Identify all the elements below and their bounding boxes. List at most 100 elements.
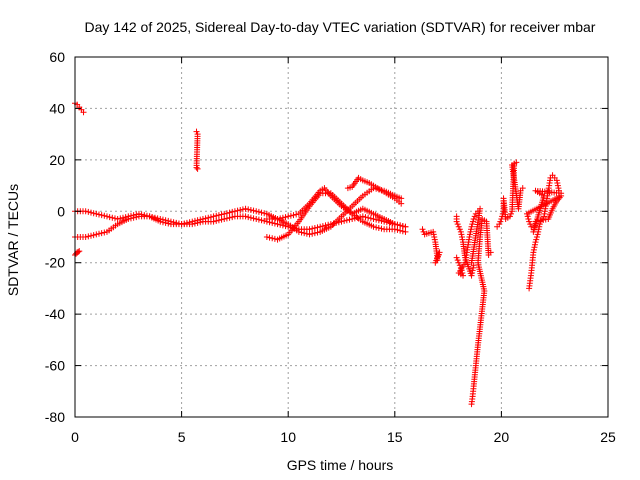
data-point bbox=[311, 230, 318, 237]
data-point bbox=[186, 219, 193, 226]
data-point bbox=[399, 228, 406, 235]
data-point bbox=[507, 210, 514, 217]
x-tick-label: 5 bbox=[178, 429, 186, 445]
data-point bbox=[277, 221, 284, 228]
data-point bbox=[159, 219, 166, 226]
data-point bbox=[497, 218, 504, 225]
data-point bbox=[82, 208, 89, 215]
data-point bbox=[242, 205, 249, 212]
data-point bbox=[367, 215, 374, 222]
data-point bbox=[354, 214, 361, 221]
y-tick-label: -60 bbox=[45, 358, 65, 374]
data-point bbox=[535, 218, 542, 225]
data-point bbox=[162, 219, 169, 226]
data-point bbox=[349, 216, 356, 222]
data-point bbox=[301, 230, 308, 237]
data-point bbox=[85, 233, 92, 240]
data-point bbox=[468, 226, 475, 233]
data-point bbox=[398, 200, 405, 207]
data-point bbox=[95, 230, 102, 237]
data-point bbox=[370, 216, 377, 222]
data-point bbox=[394, 221, 401, 228]
data-point bbox=[218, 216, 225, 223]
data-point bbox=[237, 207, 244, 213]
y-tick-label: 20 bbox=[49, 152, 65, 168]
data-point bbox=[231, 208, 238, 215]
data-point bbox=[531, 244, 538, 251]
x-tick-label: 15 bbox=[387, 429, 403, 445]
data-point bbox=[311, 225, 318, 231]
data-point bbox=[157, 218, 164, 225]
y-tick-label: 40 bbox=[49, 100, 65, 116]
data-point bbox=[532, 218, 539, 225]
data-point bbox=[528, 223, 535, 230]
data-point bbox=[178, 221, 185, 228]
data-point bbox=[378, 225, 385, 232]
data-point bbox=[487, 249, 494, 256]
data-point bbox=[430, 228, 437, 235]
x-tick-label: 25 bbox=[600, 429, 616, 445]
data-point bbox=[215, 217, 222, 224]
data-point bbox=[525, 216, 532, 222]
data-point bbox=[533, 234, 540, 240]
data-point bbox=[373, 224, 380, 231]
data-point bbox=[226, 209, 233, 216]
data-point bbox=[93, 210, 100, 217]
data-point bbox=[181, 220, 188, 227]
data-point bbox=[125, 213, 132, 220]
data-point bbox=[434, 257, 441, 264]
data-point bbox=[193, 128, 200, 135]
data-point bbox=[221, 210, 228, 217]
data-point bbox=[362, 214, 369, 221]
data-point bbox=[122, 214, 129, 221]
data-point bbox=[183, 219, 190, 226]
data-point bbox=[245, 206, 252, 213]
data-point bbox=[391, 221, 398, 228]
data-point bbox=[106, 214, 113, 221]
data-point bbox=[253, 208, 260, 215]
data-point bbox=[130, 212, 137, 219]
data-point bbox=[454, 257, 461, 264]
data-point bbox=[554, 180, 561, 186]
data-point bbox=[531, 241, 538, 248]
data-point bbox=[210, 213, 217, 220]
data-point bbox=[258, 217, 265, 224]
data-point bbox=[375, 217, 382, 224]
data-point bbox=[101, 229, 108, 236]
data-point bbox=[317, 223, 324, 230]
series-segment-19h-drop bbox=[468, 216, 494, 408]
data-point bbox=[533, 236, 540, 243]
data-point bbox=[98, 230, 105, 237]
data-point bbox=[341, 217, 348, 224]
data-point bbox=[290, 212, 297, 219]
series-segment-18h-a bbox=[453, 205, 484, 279]
data-point bbox=[458, 231, 465, 238]
data-point bbox=[523, 210, 530, 217]
data-point bbox=[274, 221, 281, 228]
x-tick-label: 0 bbox=[71, 429, 79, 445]
data-point bbox=[470, 264, 477, 271]
series-segment-16h bbox=[419, 226, 443, 266]
data-point bbox=[431, 234, 438, 240]
data-point bbox=[226, 214, 233, 221]
data-point bbox=[469, 221, 476, 228]
data-point bbox=[247, 214, 254, 221]
data-point bbox=[143, 212, 150, 219]
data-point bbox=[526, 218, 533, 225]
data-point bbox=[229, 214, 236, 221]
data-point bbox=[402, 228, 409, 235]
data-point bbox=[375, 225, 382, 231]
data-point bbox=[524, 213, 531, 220]
gridlines bbox=[75, 57, 608, 417]
data-point bbox=[82, 234, 89, 240]
data-point bbox=[466, 231, 473, 238]
data-point bbox=[338, 218, 345, 225]
data-point bbox=[471, 213, 478, 220]
data-point bbox=[397, 227, 404, 234]
data-point bbox=[466, 234, 473, 240]
data-point bbox=[553, 177, 560, 184]
data-point bbox=[295, 228, 302, 235]
data-point bbox=[279, 214, 286, 221]
data-point bbox=[194, 217, 201, 224]
data-point bbox=[141, 212, 148, 219]
